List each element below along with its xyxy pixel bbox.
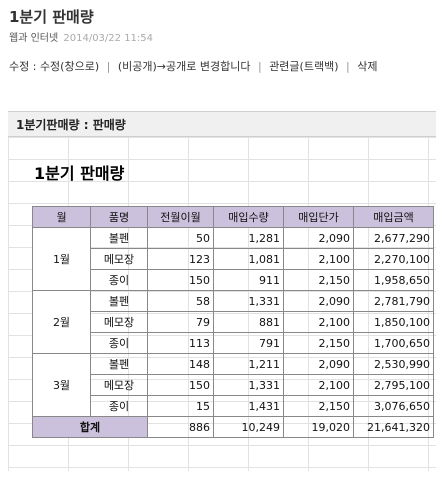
table-row: 2월 볼펜 58 1,331 2,090 2,781,790: [32, 290, 434, 354]
month-cell: 3월: [32, 353, 91, 417]
column-header-amount: 매입금액: [353, 206, 434, 228]
table-header-row: 월 품명 전월이월 매입수량 매입단가 매입금액: [32, 206, 434, 228]
month-cell: 2월: [32, 290, 91, 354]
unit-price-cell: 2,150: [283, 269, 354, 291]
amount-cell: 2,677,290: [353, 227, 434, 249]
table-row: 종이 15 1,431 2,150 3,076,650: [33, 395, 434, 417]
amount-cell: 2,795,100: [353, 374, 434, 396]
quantity-cell: 1,281: [213, 227, 284, 249]
table-row: 메모장 150 1,331 2,100 2,795,100: [33, 374, 434, 396]
total-carryover-cell: 886: [147, 416, 214, 438]
separator: |: [106, 60, 111, 73]
total-amount-cell: 21,641,320: [353, 416, 434, 438]
total-quantity-cell: 10,249: [213, 416, 284, 438]
table-row: 메모장 79 881 2,100 1,850,100: [33, 311, 434, 333]
carryover-cell: 50: [147, 227, 214, 249]
total-label: 합계: [32, 416, 148, 438]
carryover-cell: 123: [147, 248, 214, 270]
column-header-unit-price: 매입단가: [283, 206, 354, 228]
quantity-cell: 1,331: [213, 290, 284, 312]
amount-cell: 2,530,990: [353, 353, 434, 375]
quantity-cell: 881: [213, 311, 284, 333]
embedded-spreadsheet: 1분기판매량 : 판매량 1분기 판매량 월 품명 전월이월 매입수량 매입단가…: [8, 111, 436, 471]
unit-price-cell: 2,100: [283, 374, 354, 396]
carryover-cell: 15: [147, 395, 214, 417]
item-cell: 종이: [90, 269, 148, 291]
carryover-cell: 150: [147, 374, 214, 396]
column-header-carryover: 전월이월: [147, 206, 214, 228]
quantity-cell: 1,431: [213, 395, 284, 417]
table-row: 종이 113 791 2,150 1,700,650: [33, 332, 434, 354]
amount-cell: 1,958,650: [353, 269, 434, 291]
carryover-cell: 79: [147, 311, 214, 333]
column-header-item: 품명: [90, 206, 148, 228]
total-row: 합계 886 10,249 19,020 21,641,320: [32, 416, 434, 438]
separator: |: [346, 60, 350, 73]
post-actions: 수정 : 수정(창으로) | (비공개)→공개로 변경합니다 | 관련글(트랙백…: [9, 58, 377, 74]
quantity-cell: 1,211: [213, 353, 284, 375]
unit-price-cell: 2,090: [283, 290, 354, 312]
total-unit-price-cell: 19,020: [283, 416, 354, 438]
unit-price-cell: 2,150: [283, 332, 354, 354]
amount-cell: 1,850,100: [353, 311, 434, 333]
amount-cell: 2,270,100: [353, 248, 434, 270]
spreadsheet-header: 1분기판매량 : 판매량: [8, 111, 436, 137]
post-meta: 웹과 인터넷 2014/03/22 11:54: [9, 29, 153, 44]
related-posts-link[interactable]: 관련글(트랙백): [269, 60, 339, 73]
item-cell: 종이: [90, 332, 148, 354]
column-header-quantity: 매입수량: [213, 206, 284, 228]
table-row: 3월 볼펜 148 1,211 2,090 2,530,990: [32, 353, 434, 417]
separator: |: [257, 60, 262, 73]
month-cell: 1월: [32, 227, 91, 291]
item-cell: 볼펜: [90, 353, 148, 375]
item-cell: 볼펜: [90, 290, 148, 312]
delete-link[interactable]: 삭제: [357, 60, 378, 73]
table-row: 메모장 123 1,081 2,100 2,270,100: [33, 248, 434, 270]
table-row: 종이 150 911 2,150 1,958,650: [33, 269, 434, 291]
column-header-month: 월: [32, 206, 91, 228]
post-title: 1분기 판매량: [9, 8, 94, 26]
item-cell: 볼펜: [90, 227, 148, 249]
quantity-cell: 791: [213, 332, 284, 354]
quantity-cell: 1,331: [213, 374, 284, 396]
privacy-toggle-link[interactable]: (비공개)→공개로 변경합니다: [117, 60, 251, 73]
unit-price-cell: 2,100: [283, 311, 354, 333]
edit-link[interactable]: 수정 : 수정(창으로): [9, 60, 100, 73]
unit-price-cell: 2,090: [283, 227, 354, 249]
sheet-title: 1분기 판매량: [34, 164, 125, 183]
item-cell: 종이: [90, 395, 148, 417]
unit-price-cell: 2,090: [283, 353, 354, 375]
amount-cell: 2,781,790: [353, 290, 434, 312]
amount-cell: 1,700,650: [353, 332, 434, 354]
quantity-cell: 1,081: [213, 248, 284, 270]
post-date: 2014/03/22 11:54: [63, 33, 154, 44]
table-row: 1월 볼펜 50 1,281 2,090 2,677,290: [32, 227, 434, 291]
carryover-cell: 148: [147, 353, 214, 375]
carryover-cell: 150: [147, 269, 214, 291]
amount-cell: 3,076,650: [353, 395, 434, 417]
item-cell: 메모장: [90, 311, 148, 333]
post-category[interactable]: 웹과 인터넷: [9, 33, 59, 44]
unit-price-cell: 2,100: [283, 248, 354, 270]
quantity-cell: 911: [213, 269, 284, 291]
carryover-cell: 113: [147, 332, 214, 354]
item-cell: 메모장: [90, 374, 148, 396]
item-cell: 메모장: [90, 248, 148, 270]
carryover-cell: 58: [147, 290, 214, 312]
unit-price-cell: 2,150: [283, 395, 354, 417]
sales-table: 월 품명 전월이월 매입수량 매입단가 매입금액 1월 볼펜 50 1,281 …: [32, 206, 434, 438]
